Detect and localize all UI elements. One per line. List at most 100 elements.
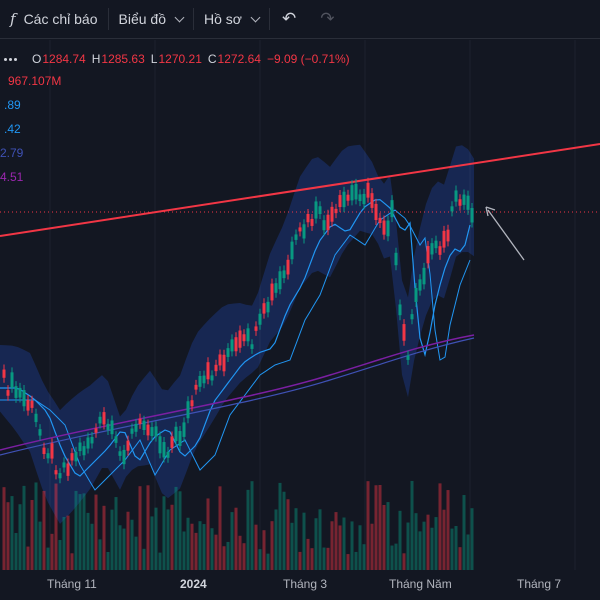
- candle-body: [382, 220, 386, 235]
- open-value: 1284.74: [42, 52, 86, 66]
- low-label: L: [150, 52, 158, 66]
- volume-bar: [90, 523, 94, 570]
- volume-bar: [434, 517, 438, 570]
- candle-body: [326, 214, 330, 231]
- candle-body: [134, 423, 138, 432]
- volume-bar: [242, 543, 246, 570]
- redo-button[interactable]: ↷: [308, 0, 346, 38]
- indicators-label: Các chỉ báo: [23, 11, 98, 27]
- candle-body: [290, 241, 294, 260]
- volume-bar: [10, 496, 14, 570]
- x-axis-label: Tháng 11: [47, 577, 97, 591]
- candle-body: [318, 206, 322, 215]
- candle-body: [18, 387, 22, 398]
- volume-bar: [98, 539, 102, 570]
- volume-bar: [78, 494, 82, 570]
- candle-body: [390, 200, 394, 218]
- volume-bar: [422, 521, 426, 570]
- candle-body: [106, 423, 110, 430]
- candle-body: [38, 429, 42, 436]
- close-value: 1272.64: [217, 52, 261, 66]
- volume-bar: [302, 512, 306, 570]
- candle-body: [466, 195, 470, 210]
- volume-bar: [2, 487, 6, 570]
- volume-bar: [442, 509, 446, 570]
- candle-body: [74, 451, 78, 462]
- change-value: −9.09 (−0.71%): [266, 52, 350, 66]
- indicators-button[interactable]: f Các chỉ báo: [0, 0, 108, 38]
- x-axis-label: 2024: [180, 577, 207, 591]
- close-label: C: [207, 52, 217, 66]
- candle-body: [114, 436, 118, 443]
- candle-body: [10, 372, 14, 388]
- volume-bar: [446, 490, 450, 570]
- volume-bar: [46, 547, 50, 570]
- volume-bar: [398, 510, 402, 570]
- undo-icon: ↶: [281, 9, 297, 28]
- more-options-icon[interactable]: [4, 53, 18, 65]
- undo-button[interactable]: ↶: [270, 0, 308, 38]
- volume-bar: [222, 546, 226, 570]
- candle-body: [458, 199, 462, 206]
- candle-body: [310, 219, 314, 226]
- volume-bar: [70, 553, 74, 570]
- volume-bar: [42, 490, 46, 570]
- candle-body: [238, 330, 242, 348]
- profile-menu-button[interactable]: Hồ sơ: [194, 0, 269, 38]
- candle-body: [222, 354, 226, 372]
- candle-body: [198, 375, 202, 387]
- candle-body: [58, 473, 62, 479]
- volume-bar: [394, 543, 398, 570]
- volume-bar: [470, 508, 474, 570]
- volume-bar: [110, 509, 114, 570]
- candle-body: [434, 240, 438, 249]
- candle-body: [130, 428, 134, 434]
- volume-bar: [366, 481, 370, 570]
- volume-bar: [438, 483, 442, 570]
- volume-bar: [114, 497, 118, 570]
- candle-body: [402, 324, 406, 341]
- chart-menu-button[interactable]: Biểu đồ: [109, 0, 193, 38]
- volume-bar: [370, 523, 374, 570]
- candle-body: [378, 217, 382, 224]
- volume-bar: [350, 521, 354, 570]
- candle-body: [454, 190, 458, 202]
- volume-value: 967.107M: [8, 74, 62, 88]
- candle-body: [202, 375, 206, 384]
- candle-body: [358, 194, 362, 202]
- candle-body: [62, 462, 66, 468]
- volume-bar: [306, 538, 310, 570]
- volume-bar: [174, 486, 178, 570]
- candle-body: [46, 453, 50, 459]
- volume-bar: [134, 536, 138, 570]
- candle-body: [234, 337, 238, 352]
- candle-body: [430, 243, 434, 255]
- volume-bar: [54, 483, 58, 570]
- volume-bar: [282, 491, 286, 570]
- volume-bar: [390, 545, 394, 570]
- candle-body: [194, 384, 198, 390]
- candle-body: [174, 426, 178, 442]
- candle-body: [274, 283, 278, 293]
- volume-bar: [346, 554, 350, 570]
- arrow-head-icon: [485, 206, 496, 217]
- candle-body: [42, 447, 46, 455]
- candle-body: [346, 194, 350, 201]
- chart-menu-label: Biểu đồ: [118, 11, 166, 27]
- volume-bar: [170, 504, 174, 570]
- volume-bar: [166, 509, 170, 570]
- volume-bar: [82, 493, 86, 570]
- candle-body: [162, 442, 166, 458]
- high-value: 1285.63: [101, 52, 145, 66]
- candle-body: [398, 304, 402, 316]
- volume-bar: [266, 553, 270, 570]
- volume-bar: [190, 523, 194, 570]
- volume-bar: [342, 517, 346, 570]
- candle-body: [302, 224, 306, 239]
- volume-bar: [18, 504, 22, 570]
- volume-bar: [178, 491, 182, 570]
- volume-bar: [6, 502, 10, 570]
- ma-value-4: 4.51: [0, 170, 24, 184]
- candle-body: [70, 453, 74, 461]
